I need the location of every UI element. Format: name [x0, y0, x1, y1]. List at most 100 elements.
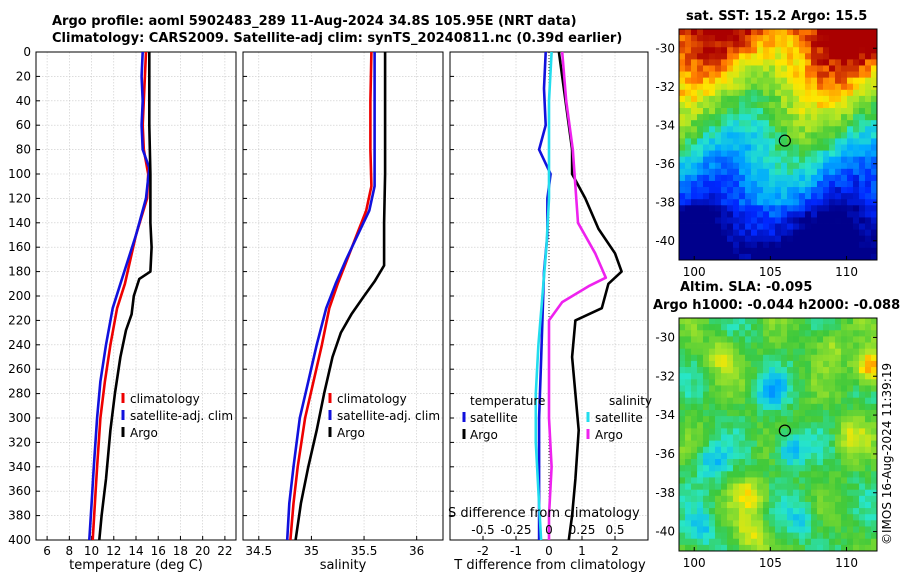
map-cell	[745, 89, 752, 97]
map-cell	[799, 187, 806, 194]
map-cell	[775, 483, 782, 491]
map-cell	[739, 434, 746, 442]
map-cell	[763, 29, 770, 36]
map-cell	[691, 150, 698, 158]
map-cell	[715, 199, 722, 206]
map-cell	[835, 477, 842, 484]
map-cell	[805, 174, 812, 182]
map-cell	[691, 138, 698, 145]
map-cell	[817, 83, 824, 91]
map-cell	[769, 354, 776, 362]
map-cell	[727, 526, 734, 533]
map-cell	[793, 440, 800, 448]
x-tick-label: 35.5	[351, 544, 378, 558]
map-cell	[697, 483, 704, 491]
map-cell	[793, 391, 800, 399]
map-cell	[691, 416, 698, 423]
y-tick-label: 160	[8, 240, 31, 254]
map-cell	[679, 336, 686, 343]
map-cell	[691, 318, 698, 325]
map-cell	[745, 156, 752, 164]
map-cell	[721, 83, 728, 91]
map-cell	[679, 126, 686, 133]
map-cell	[691, 459, 698, 466]
map-cell	[679, 247, 686, 255]
map-cell	[715, 247, 722, 255]
map-cell	[727, 217, 734, 224]
map-cell	[739, 440, 746, 448]
map-cell	[787, 385, 794, 392]
t-difference-axis-label: T difference from climatology	[454, 558, 646, 573]
map-cell	[811, 59, 818, 66]
map-cell	[715, 53, 722, 60]
map-cell	[751, 495, 758, 503]
map-cell	[787, 434, 794, 442]
map-cell	[823, 120, 830, 127]
map-cell	[841, 526, 848, 533]
map-cell	[781, 168, 788, 176]
map-cell	[781, 150, 788, 158]
map-cell	[733, 495, 740, 503]
map-cell	[769, 29, 776, 36]
map-cell	[721, 495, 728, 503]
map-cell	[799, 532, 806, 540]
map-cell	[859, 241, 866, 249]
map-cell	[865, 241, 872, 249]
map-cell	[685, 367, 692, 374]
map-cell	[697, 336, 704, 343]
map-cell	[733, 187, 740, 194]
map-cell	[805, 330, 812, 337]
map-cell	[841, 440, 848, 448]
y-tick-label: 80	[16, 143, 31, 157]
map-cell	[859, 114, 866, 121]
map-cell	[817, 156, 824, 164]
map-cell	[685, 168, 692, 176]
map-cell	[733, 373, 740, 380]
map-cell	[859, 532, 866, 540]
map-cell	[793, 465, 800, 472]
map-y-tick-label: -30	[655, 41, 675, 55]
map-cell	[787, 89, 794, 97]
map-cell	[715, 95, 722, 103]
map-cell	[841, 465, 848, 472]
map-cell	[853, 247, 860, 255]
map-cell	[745, 180, 752, 188]
map-cell	[835, 348, 842, 356]
map-cell	[757, 360, 764, 368]
map-cell	[727, 132, 734, 139]
map-y-tick-label: -36	[655, 157, 675, 171]
map-cell	[739, 379, 746, 386]
map-cell	[727, 465, 734, 472]
map-cell	[841, 434, 848, 442]
map-cell	[835, 162, 842, 170]
map-cell	[721, 409, 728, 417]
map-cell	[685, 180, 692, 188]
map-cell	[757, 336, 764, 343]
map-cell	[733, 101, 740, 109]
map-cell	[739, 422, 746, 429]
map-cell	[781, 379, 788, 386]
map-cell	[721, 253, 728, 261]
map-cell	[775, 114, 782, 121]
map-cell	[691, 71, 698, 79]
map-cell	[865, 409, 872, 417]
map-cell	[781, 428, 788, 435]
map-cell	[811, 180, 818, 188]
map-cell	[697, 373, 704, 380]
map-cell	[817, 47, 824, 54]
map-cell	[727, 489, 734, 497]
map-cell	[691, 538, 698, 546]
map-cell	[829, 477, 836, 484]
map-cell	[685, 205, 692, 212]
map-cell	[685, 397, 692, 405]
map-cell	[757, 168, 764, 176]
map-cell	[817, 138, 824, 145]
map-cell	[763, 324, 770, 331]
map-cell	[781, 367, 788, 374]
map-cell	[871, 342, 878, 350]
map-cell	[721, 229, 728, 237]
x-tick-label: 6	[43, 544, 51, 558]
map-cell	[811, 156, 818, 164]
map-cell	[721, 508, 728, 515]
map-cell	[715, 132, 722, 139]
